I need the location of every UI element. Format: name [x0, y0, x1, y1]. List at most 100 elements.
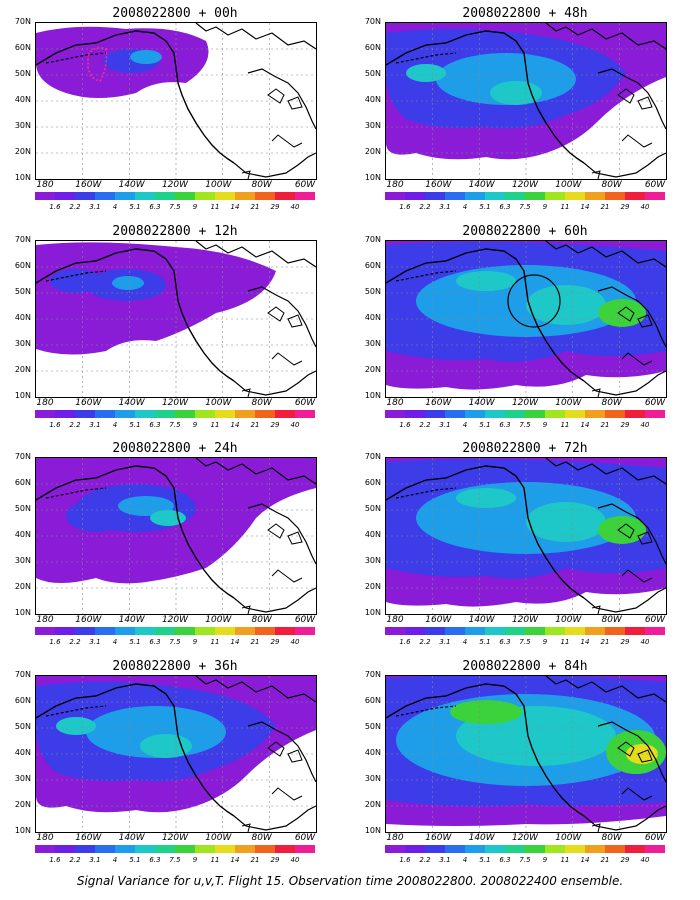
longitude-tick-label: 180 — [386, 615, 404, 625]
colorbar-label: 9 — [542, 203, 548, 211]
colorbar-label: 29 — [620, 421, 630, 429]
colorbar-swatch — [55, 410, 75, 418]
colorbar-label: 1.6 — [399, 421, 411, 429]
colorbar-swatch — [215, 192, 235, 200]
colorbar-label: 5.1 — [479, 856, 491, 864]
colorbar-label: 1.6 — [399, 638, 411, 646]
colorbar-label: 5.1 — [479, 421, 491, 429]
colorbar-swatch — [195, 192, 215, 200]
latitude-tick-label: 50N — [364, 69, 381, 78]
panel-title: 2008022800 + 36h — [112, 659, 238, 674]
colorbar-swatch — [445, 845, 465, 853]
colorbar-swatch — [585, 627, 605, 635]
colorbar — [385, 845, 665, 853]
colorbar-swatch — [525, 410, 545, 418]
colorbar-swatch — [235, 192, 255, 200]
colorbar-swatch — [405, 627, 425, 635]
forecast-panel: 2008022800 + 84h 70N 60N 50N 40N 30N 20N 10N 18… — [350, 653, 700, 870]
colorbar-label: 4 — [112, 856, 118, 864]
longitude-tick-label: 180 — [36, 398, 54, 408]
latitude-tick-label: 50N — [14, 287, 31, 296]
signal-variance-map — [385, 675, 667, 833]
latitude-tick-label: 60N — [364, 261, 381, 270]
colorbar-swatch — [75, 192, 95, 200]
latitude-tick-label: 10N — [14, 173, 31, 182]
colorbar — [385, 192, 665, 200]
colorbar-swatch — [605, 192, 625, 200]
colorbar-label: 3.1 — [439, 856, 451, 864]
colorbar-swatch — [565, 192, 585, 200]
latitude-tick-label: 50N — [364, 504, 381, 513]
latitude-tick-label: 40N — [14, 313, 31, 322]
latitude-tick-label: 70N — [14, 235, 31, 244]
colorbar-label: 2.2 — [69, 638, 81, 646]
latitude-tick-label: 30N — [364, 774, 381, 783]
colorbar-label: 5.1 — [129, 421, 141, 429]
latitude-tick-label: 50N — [364, 287, 381, 296]
colorbar-label: 14 — [230, 203, 240, 211]
latitude-tick-label: 70N — [14, 452, 31, 461]
colorbar-label: 2.2 — [419, 638, 431, 646]
longitude-tick-label: 60W — [294, 398, 316, 408]
colorbar-swatch — [465, 627, 485, 635]
colorbar-label: 11 — [210, 638, 220, 646]
colorbar-label: 11 — [210, 421, 220, 429]
longitude-tick-label: 60W — [294, 615, 316, 625]
colorbar-label: 21 — [600, 203, 610, 211]
colorbar-swatch — [445, 627, 465, 635]
latitude-tick-label: 40N — [364, 530, 381, 539]
longitude-tick-label: 100W — [555, 180, 582, 190]
colorbar-label: 1.6 — [399, 856, 411, 864]
longitude-tick-label: 140W — [118, 615, 145, 625]
colorbar-swatch — [505, 627, 525, 635]
colorbar-swatch — [465, 845, 485, 853]
colorbar-label: 7.5 — [519, 638, 531, 646]
colorbar-swatch — [175, 192, 195, 200]
colorbar-label: 40 — [290, 203, 300, 211]
colorbar-label: 21 — [600, 421, 610, 429]
colorbar-swatch — [645, 410, 665, 418]
latitude-tick-label: 40N — [14, 748, 31, 757]
signal-variance-map — [385, 457, 667, 615]
latitude-tick-label: 70N — [14, 670, 31, 679]
colorbar-label: 6.3 — [149, 638, 161, 646]
longitude-tick-label: 160W — [75, 615, 102, 625]
latitude-tick-label: 70N — [364, 452, 381, 461]
longitude-tick-label: 100W — [555, 833, 582, 843]
longitude-tick-label: 80W — [251, 615, 272, 625]
colorbar-swatch — [55, 627, 75, 635]
latitude-tick-label: 30N — [14, 774, 31, 783]
colorbar-label: 6.3 — [499, 856, 511, 864]
latitude-tick-label: 20N — [14, 147, 31, 156]
colorbar-label: 14 — [230, 638, 240, 646]
colorbar-label: 29 — [620, 203, 630, 211]
colorbar-swatch — [135, 192, 155, 200]
longitude-tick-label: 100W — [205, 180, 232, 190]
colorbar-swatch — [155, 627, 175, 635]
colorbar-swatch — [505, 410, 525, 418]
latitude-tick-label: 10N — [364, 608, 381, 617]
colorbar-label: 21 — [250, 203, 260, 211]
colorbar-swatch — [525, 192, 545, 200]
colorbar-label: 29 — [270, 203, 280, 211]
colorbar-label: 29 — [270, 421, 280, 429]
colorbar-label: 3.1 — [89, 856, 101, 864]
colorbar-swatch — [255, 845, 275, 853]
colorbar-label: 7.5 — [519, 203, 531, 211]
colorbar-swatch — [275, 845, 295, 853]
colorbar-swatch — [215, 845, 235, 853]
colorbar-label: 6.3 — [149, 421, 161, 429]
colorbar-swatch — [235, 627, 255, 635]
colorbar-label: 14 — [580, 856, 590, 864]
colorbar-label: 2.2 — [419, 856, 431, 864]
colorbar-label: 4 — [462, 638, 468, 646]
colorbar-swatch — [585, 192, 605, 200]
colorbar-swatch — [295, 192, 315, 200]
colorbar-swatch — [645, 192, 665, 200]
forecast-panel: 2008022800 + 00h 70N 60N 50N 40N 30N 20N 10N 18… — [0, 0, 350, 217]
panel-title: 2008022800 + 24h — [112, 441, 238, 456]
colorbar-label: 9 — [542, 856, 548, 864]
colorbar — [35, 627, 315, 635]
latitude-tick-label: 60N — [14, 696, 31, 705]
latitude-tick-label: 60N — [364, 478, 381, 487]
